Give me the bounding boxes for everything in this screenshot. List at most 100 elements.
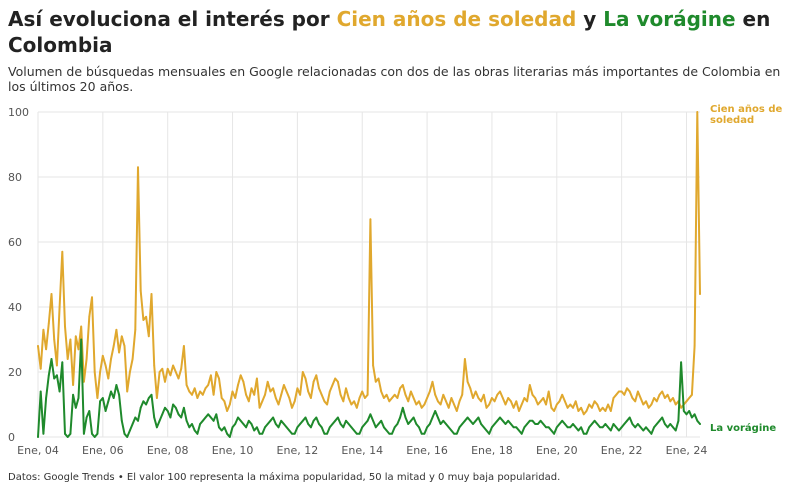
data-point-voragine bbox=[423, 432, 426, 435]
data-point-voragine bbox=[596, 423, 599, 425]
data-point-cien bbox=[253, 393, 256, 396]
data-point-voragine bbox=[110, 390, 112, 393]
data-point-cien bbox=[45, 348, 47, 351]
data-point-voragine bbox=[455, 432, 458, 435]
data-point-cien bbox=[399, 387, 401, 390]
data-point-voragine bbox=[469, 419, 472, 422]
data-point-cien bbox=[455, 410, 458, 412]
data-point-cien bbox=[315, 374, 318, 377]
data-point-cien bbox=[91, 296, 93, 299]
series-end-labels: Cien años de soledad La vorágine bbox=[710, 104, 782, 434]
data-point-voragine bbox=[628, 416, 631, 419]
x-tick-label: Ene, 24 bbox=[666, 444, 708, 457]
data-point-cien bbox=[269, 390, 272, 393]
data-point-voragine bbox=[185, 419, 188, 422]
data-point-voragine bbox=[664, 423, 666, 425]
data-point-voragine bbox=[477, 416, 480, 419]
data-point-cien bbox=[628, 390, 631, 393]
data-point-voragine bbox=[285, 426, 288, 429]
data-point-cien bbox=[647, 406, 650, 409]
data-point-voragine bbox=[101, 397, 104, 399]
data-point-cien bbox=[150, 293, 153, 295]
data-point-voragine bbox=[193, 429, 196, 432]
data-point-cien bbox=[307, 390, 310, 393]
y-tick-label: 60 bbox=[8, 236, 22, 249]
data-point-cien bbox=[474, 390, 477, 393]
data-point-voragine bbox=[485, 429, 488, 432]
data-point-cien bbox=[210, 374, 212, 377]
data-point-voragine bbox=[237, 416, 239, 419]
data-point-cien bbox=[420, 406, 423, 409]
data-point-voragine bbox=[512, 426, 515, 429]
data-point-cien bbox=[480, 400, 482, 403]
data-point-cien bbox=[607, 403, 609, 406]
data-point-voragine bbox=[574, 426, 577, 429]
data-point-cien bbox=[428, 390, 431, 393]
data-point-cien bbox=[245, 393, 248, 396]
data-point-voragine bbox=[334, 419, 337, 422]
data-point-cien bbox=[488, 403, 491, 406]
y-tick-label: 40 bbox=[8, 301, 22, 314]
data-point-cien bbox=[515, 400, 518, 403]
data-point-voragine bbox=[96, 432, 99, 435]
data-point-voragine bbox=[377, 423, 380, 425]
data-point-cien bbox=[599, 410, 601, 412]
data-point-cien bbox=[391, 397, 393, 399]
data-point-voragine bbox=[355, 432, 358, 435]
data-point-cien bbox=[555, 403, 558, 406]
data-point-cien bbox=[172, 364, 175, 367]
data-point-voragine bbox=[277, 426, 280, 429]
data-point-voragine bbox=[164, 406, 166, 409]
data-point-voragine bbox=[547, 426, 550, 429]
data-point-cien bbox=[283, 384, 285, 386]
data-point-voragine bbox=[315, 416, 318, 419]
data-point-cien bbox=[453, 403, 455, 406]
data-point-cien bbox=[377, 377, 380, 380]
data-point-voragine bbox=[326, 432, 328, 435]
data-point-cien bbox=[193, 387, 196, 390]
footer-source: Datos: Google Trends • El valor 100 repr… bbox=[8, 472, 561, 483]
data-point-cien bbox=[588, 403, 591, 406]
title-part-3: en Colombia bbox=[8, 7, 771, 57]
data-point-cien bbox=[580, 406, 582, 409]
data-point-voragine bbox=[115, 384, 118, 386]
data-point-voragine bbox=[161, 413, 164, 416]
series-label-voragine: La vorágine bbox=[710, 422, 776, 434]
title-part-1: Así evoluciona el interés por bbox=[8, 7, 337, 31]
data-point-voragine bbox=[418, 426, 420, 429]
data-point-voragine bbox=[42, 432, 45, 435]
data-point-cien bbox=[542, 397, 545, 399]
data-point-cien bbox=[491, 397, 493, 399]
data-point-cien bbox=[247, 400, 250, 403]
data-point-voragine bbox=[642, 429, 645, 432]
data-point-cien bbox=[410, 390, 412, 393]
data-point-voragine bbox=[272, 416, 274, 419]
data-point-cien bbox=[242, 380, 245, 383]
data-point-cien bbox=[161, 367, 164, 370]
data-point-voragine bbox=[553, 432, 555, 435]
data-point-cien bbox=[112, 345, 115, 347]
data-point-cien bbox=[466, 380, 469, 383]
data-point-voragine bbox=[293, 432, 296, 435]
data-point-voragine bbox=[618, 429, 620, 432]
data-point-cien bbox=[593, 400, 596, 403]
data-point-voragine bbox=[442, 419, 445, 422]
data-point-voragine bbox=[129, 429, 131, 432]
data-point-cien bbox=[688, 397, 691, 399]
data-point-voragine bbox=[142, 400, 145, 403]
data-point-voragine bbox=[88, 410, 91, 412]
data-point-voragine bbox=[258, 432, 261, 435]
data-point-voragine bbox=[266, 423, 269, 425]
data-point-voragine bbox=[288, 429, 291, 432]
data-point-voragine bbox=[364, 423, 366, 425]
data-point-cien bbox=[550, 406, 553, 409]
data-point-voragine bbox=[474, 419, 477, 422]
data-point-voragine bbox=[380, 419, 383, 422]
data-point-voragine bbox=[131, 423, 134, 425]
data-point-cien bbox=[42, 328, 45, 331]
data-point-voragine bbox=[515, 426, 518, 429]
data-point-cien bbox=[361, 390, 364, 393]
data-point-cien bbox=[434, 393, 437, 396]
data-point-voragine bbox=[366, 419, 369, 422]
data-point-voragine bbox=[45, 397, 47, 399]
